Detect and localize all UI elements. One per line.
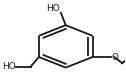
Text: HO: HO [47,4,60,13]
Text: O: O [112,53,119,62]
Text: HO: HO [2,62,16,71]
